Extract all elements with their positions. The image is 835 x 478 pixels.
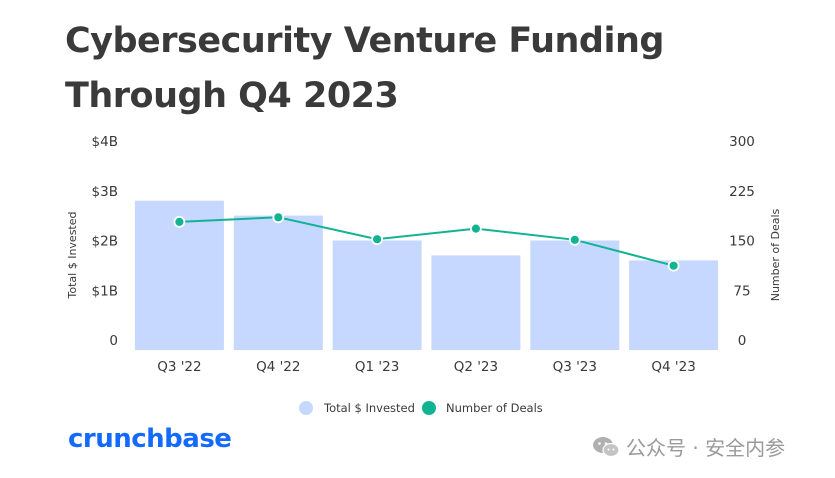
x-axis: Q3 '22 Q4 '22 Q1 '23 Q2 '23 Q3 '23 Q4 '23 [157, 359, 696, 375]
bar [431, 255, 521, 350]
legend-swatch-invested [299, 401, 313, 415]
y-tick-label: $4B [92, 134, 118, 150]
bar [233, 215, 323, 350]
deals-line [179, 216, 674, 267]
y2-tick-label: 300 [729, 134, 755, 150]
watermark: 公众号 · 安全内参 [592, 432, 785, 461]
y2-tick-label: 150 [729, 234, 755, 250]
left-axis: 0 $1B $2B $3B $4B [92, 134, 118, 349]
y-tick-label: $3B [92, 184, 118, 200]
deals-point [371, 233, 384, 246]
x-tick-label: Q4 '23 [651, 359, 695, 375]
legend-swatch-deals [422, 401, 436, 415]
bar [629, 260, 719, 350]
x-tick-label: Q2 '23 [454, 359, 498, 375]
x-tick-label: Q4 '22 [256, 359, 300, 375]
right-axis: 0 75 150 225 300 [729, 134, 755, 349]
y2-tick-label: 75 [733, 283, 750, 299]
y-tick-label: 0 [109, 333, 118, 349]
bar [332, 240, 422, 350]
deals-point [667, 259, 680, 272]
legend-label-deals: Number of Deals [446, 401, 543, 415]
watermark-text: 公众号 · 安全内参 [626, 436, 786, 460]
y2-axis-title: Number of Deals [769, 208, 782, 301]
y2-tick-label: 0 [738, 333, 747, 349]
deals-point [469, 222, 482, 235]
y-tick-label: $1B [92, 283, 118, 299]
x-tick-label: Q1 '23 [355, 359, 399, 375]
x-tick-label: Q3 '22 [157, 359, 201, 375]
bar-series [134, 200, 719, 350]
bar [530, 240, 620, 350]
deals-point [568, 233, 581, 246]
crunchbase-logo: crunchbase [68, 424, 232, 454]
y-tick-label: $2B [92, 234, 118, 250]
y2-tick-label: 225 [729, 184, 755, 200]
line-series [173, 211, 680, 272]
deals-point [173, 215, 186, 228]
legend-label-invested: Total $ Invested [323, 401, 415, 415]
legend: Total $ Invested Number of Deals [299, 401, 543, 415]
wechat-icon [593, 436, 620, 457]
deals-point [272, 211, 285, 224]
x-tick-label: Q3 '23 [553, 359, 597, 375]
y-axis-title: Total $ Invested [66, 212, 79, 300]
page-title: Cybersecurity Venture Funding Through Q4… [65, 21, 664, 116]
